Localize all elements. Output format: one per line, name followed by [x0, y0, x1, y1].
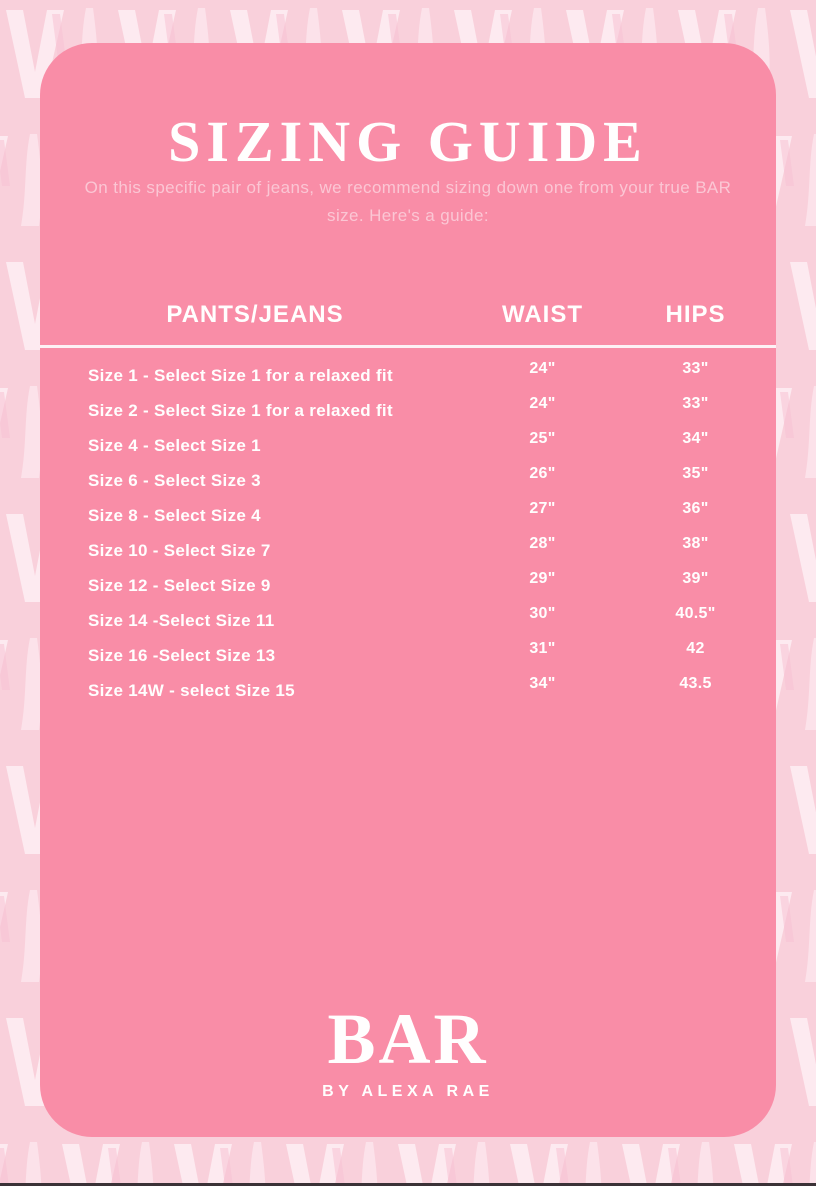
column-header-hips: HIPS	[665, 301, 726, 328]
size-label: Size 16 -Select Size 13	[88, 645, 276, 665]
waist-value: 31"	[529, 640, 556, 657]
hips-value: 43.5	[679, 675, 712, 692]
table-row: Size 1 - Select Size 1 for a relaxed fit…	[40, 358, 776, 393]
table-row: Size 4 - Select Size 1 25" 34"	[40, 428, 776, 463]
size-label: Size 10 - Select Size 7	[88, 540, 271, 560]
hips-value: 34"	[682, 430, 709, 447]
size-label: Size 6 - Select Size 3	[88, 470, 261, 490]
waist-value: 24"	[529, 360, 556, 377]
hips-value: 39"	[682, 570, 709, 587]
sizing-guide-description: On this specific pair of jeans, we recom…	[84, 178, 732, 226]
size-label: Size 1 - Select Size 1 for a relaxed fit	[88, 365, 393, 385]
column-header-waist: WAIST	[502, 301, 583, 328]
table-row: Size 12 - Select Size 9 29" 39"	[40, 568, 776, 603]
size-label: Size 8 - Select Size 4	[88, 505, 261, 525]
table-row: Size 14 -Select Size 11 30" 40.5"	[40, 603, 776, 638]
size-label: Size 14W - select Size 15	[88, 680, 295, 700]
waist-value: 34"	[529, 675, 556, 692]
bottom-edge-line	[0, 1183, 816, 1186]
brand-tagline: BY ALEXA RAE	[322, 1083, 494, 1100]
table-row: Size 6 - Select Size 3 26" 35"	[40, 463, 776, 498]
sizing-guide-card: SIZING GUIDE On this specific pair of je…	[40, 43, 776, 1137]
table-row: Size 2 - Select Size 1 for a relaxed fit…	[40, 393, 776, 428]
size-table-body: Size 1 - Select Size 1 for a relaxed fit…	[40, 358, 776, 708]
header-divider-line	[40, 345, 776, 348]
size-table: PANTS/JEANS WAIST HIPS Size 1 - Select S…	[40, 293, 776, 708]
table-row: Size 16 -Select Size 13 31" 42	[40, 638, 776, 673]
column-header-pants-jeans: PANTS/JEANS	[166, 301, 344, 328]
hips-value: 36"	[682, 500, 709, 517]
table-row: Size 10 - Select Size 7 28" 38"	[40, 533, 776, 568]
waist-value: 30"	[529, 605, 556, 622]
size-label: Size 14 -Select Size 11	[88, 610, 275, 630]
waist-value: 25"	[529, 430, 556, 447]
hips-value: 42	[686, 640, 705, 657]
waist-value: 28"	[529, 535, 556, 552]
brand-logo: BAR BY ALEXA RAE	[40, 1003, 776, 1101]
size-table-header-row: PANTS/JEANS WAIST HIPS	[40, 293, 776, 337]
waist-value: 24"	[529, 395, 556, 412]
size-label: Size 4 - Select Size 1	[88, 435, 261, 455]
page-title: SIZING GUIDE	[168, 108, 648, 174]
waist-value: 26"	[529, 465, 556, 482]
hips-value: 40.5"	[675, 605, 716, 622]
brand-wordmark: BAR	[327, 999, 489, 1079]
hips-value: 33"	[682, 360, 709, 377]
hips-value: 35"	[682, 465, 709, 482]
table-row: Size 14W - select Size 15 34" 43.5	[40, 673, 776, 708]
waist-value: 27"	[529, 500, 556, 517]
size-label: Size 12 - Select Size 9	[88, 575, 271, 595]
size-label: Size 2 - Select Size 1 for a relaxed fit	[88, 400, 393, 420]
hips-value: 33"	[682, 395, 709, 412]
hips-value: 38"	[682, 535, 709, 552]
table-row: Size 8 - Select Size 4 27" 36"	[40, 498, 776, 533]
waist-value: 29"	[529, 570, 556, 587]
